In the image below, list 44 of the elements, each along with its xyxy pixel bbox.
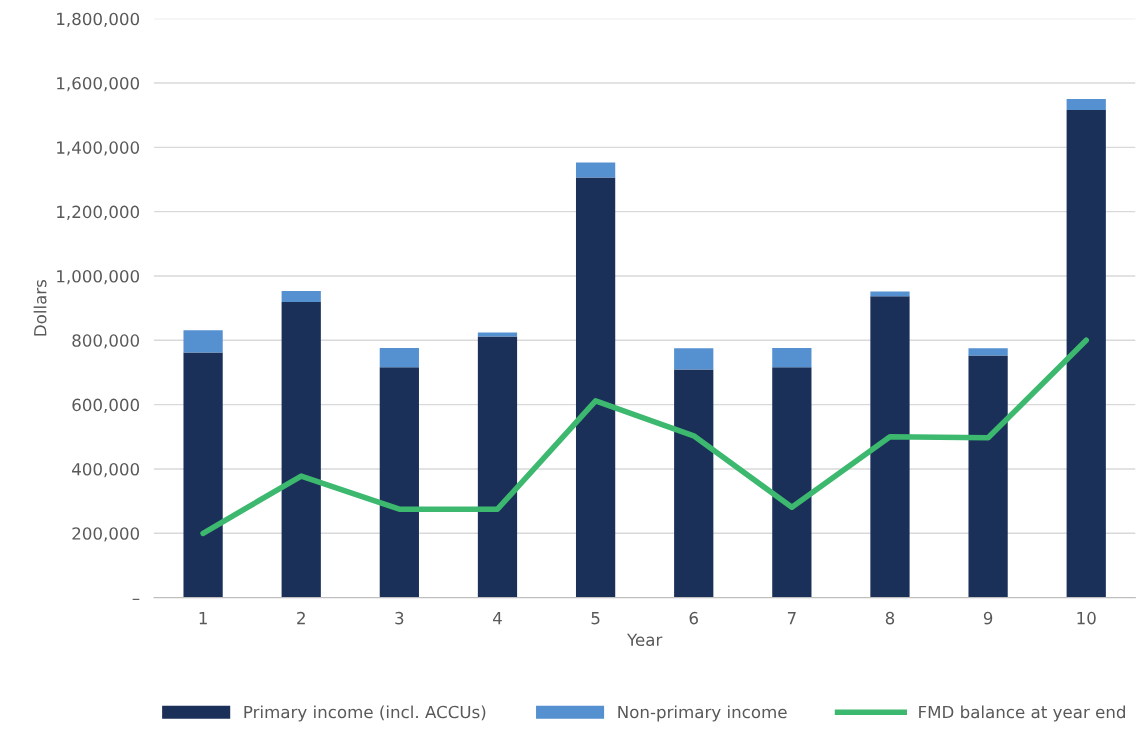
x-tick-label: 3 [395,611,404,625]
bar [379,348,419,368]
bar [575,162,616,178]
bar [870,296,910,598]
bar [968,355,1008,598]
bar [772,367,812,598]
bar [772,348,812,368]
x-axis-title: Year [626,633,663,647]
x-tick-label: 9 [983,611,993,625]
y-tick-label: 1,200,000 [57,205,140,220]
y-tick-label: 600,000 [72,398,140,413]
legend-label: Primary income (incl. ACCUs) [244,705,486,722]
bar [1066,99,1106,111]
x-tick-label: 6 [689,611,698,625]
x-tick-label: 2 [297,611,305,625]
legend-label: Non-primary income [618,705,787,722]
bar [674,369,714,598]
bar [1066,110,1106,598]
bar [183,352,223,598]
y-tick-label: 200,000 [72,527,140,542]
x-tick-label: 1 [199,612,207,625]
y-tick-label: 1,400,000 [57,141,140,156]
bar [183,330,223,353]
bar [477,336,518,598]
legend-label: FMD balance at year end [919,705,1125,722]
x-tick-label: 4 [492,612,502,625]
y-tick-label: 800,000 [72,334,140,349]
x-tick-label: 10 [1077,611,1096,625]
y-axis-title: Dollars [33,279,47,336]
x-tick-label: 8 [885,611,895,625]
y-tick-label: 1,000,000 [57,269,140,285]
y-tick-label: 400,000 [72,462,140,478]
bar [870,291,910,297]
x-tick-label: 5 [591,612,600,625]
y-tick-label: 1,600,000 [57,76,140,92]
bar [575,177,616,598]
bar [968,348,1008,356]
bar [281,302,321,598]
y-tick-label: 1,800,000 [57,12,140,27]
bar [379,367,419,598]
y-tick-label: – [132,598,140,600]
bar [281,291,321,303]
x-tick-label: 7 [787,612,796,625]
bar [674,348,714,370]
